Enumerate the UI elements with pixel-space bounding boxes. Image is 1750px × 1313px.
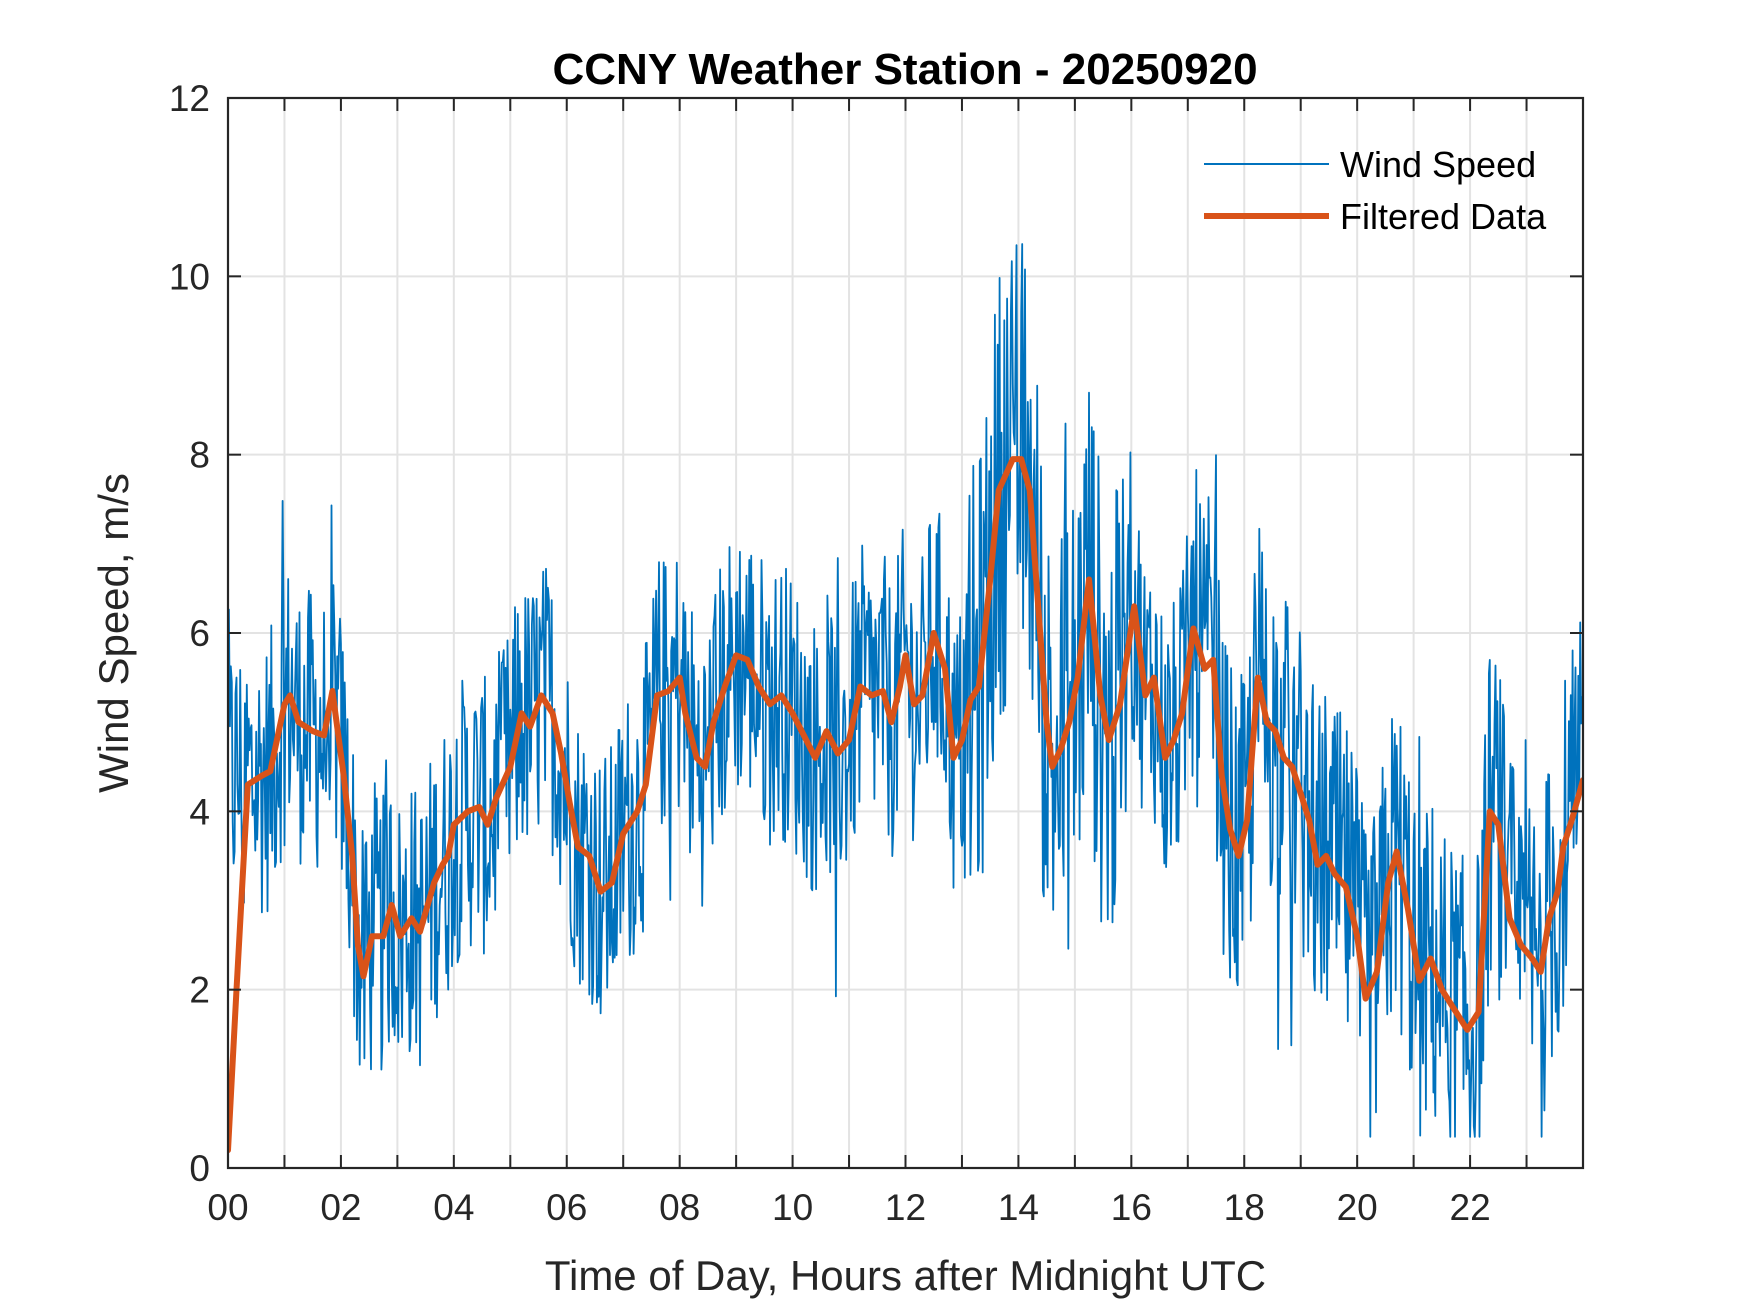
y-tick-label: 8 (189, 435, 210, 476)
legend: Wind Speed Filtered Data (1204, 144, 1547, 237)
legend-label-filtered-data: Filtered Data (1340, 196, 1547, 237)
series-layer (228, 243, 1583, 1154)
x-tick-label: 10 (772, 1187, 813, 1228)
y-tick-label: 2 (189, 970, 210, 1011)
x-tick-label: 08 (659, 1187, 700, 1228)
x-tick-label: 06 (546, 1187, 587, 1228)
series-line-wind-speed (228, 243, 1583, 1138)
y-tick-label: 4 (189, 791, 210, 832)
y-tick-label: 6 (189, 613, 210, 654)
x-tick-label: 22 (1450, 1187, 1491, 1228)
axes (226, 96, 1585, 1170)
y-tick-label: 12 (169, 78, 210, 119)
x-tick-label: 04 (433, 1187, 474, 1228)
x-tick-label: 20 (1337, 1187, 1378, 1228)
x-axis-label: Time of Day, Hours after Midnight UTC (545, 1252, 1266, 1299)
legend-label-wind-speed: Wind Speed (1340, 144, 1536, 185)
x-tick-label: 02 (320, 1187, 361, 1228)
y-axis-label: Wind Speed, m/s (90, 473, 137, 793)
series-line-filtered-data (228, 456, 1583, 1154)
x-tick-label: 16 (1111, 1187, 1152, 1228)
x-tick-label: 18 (1224, 1187, 1265, 1228)
chart-title: CCNY Weather Station - 20250920 (552, 45, 1257, 94)
y-tick-label: 10 (169, 256, 210, 297)
x-tick-label: 00 (207, 1187, 248, 1228)
x-tick-label: 12 (885, 1187, 926, 1228)
x-tick-label: 14 (998, 1187, 1039, 1228)
y-tick-label: 0 (189, 1148, 210, 1189)
